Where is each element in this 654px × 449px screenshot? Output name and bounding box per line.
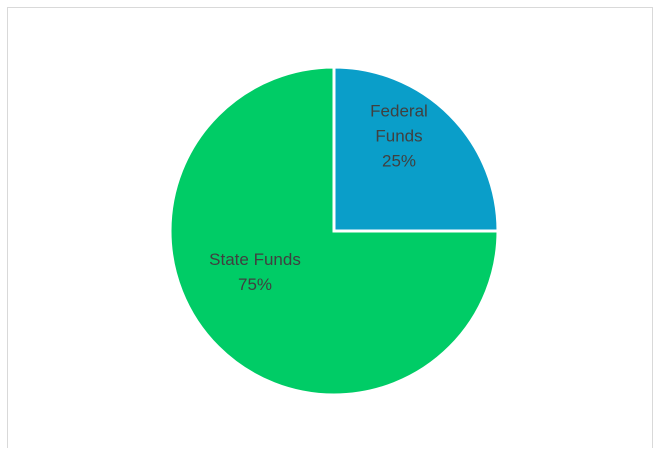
pie-slice-state-funds (168, 65, 500, 397)
pie-slice-federal-funds (332, 65, 500, 233)
data-label-federal-funds: Federal Funds 25% (370, 101, 428, 170)
data-label-line: 75% (238, 275, 272, 294)
data-label-line: Federal (370, 101, 428, 120)
data-label-state-funds: State Funds 75% (209, 250, 301, 294)
data-label-line: Funds (375, 126, 422, 145)
data-label-line: State Funds (209, 250, 301, 269)
data-label-line: 25% (382, 151, 416, 170)
